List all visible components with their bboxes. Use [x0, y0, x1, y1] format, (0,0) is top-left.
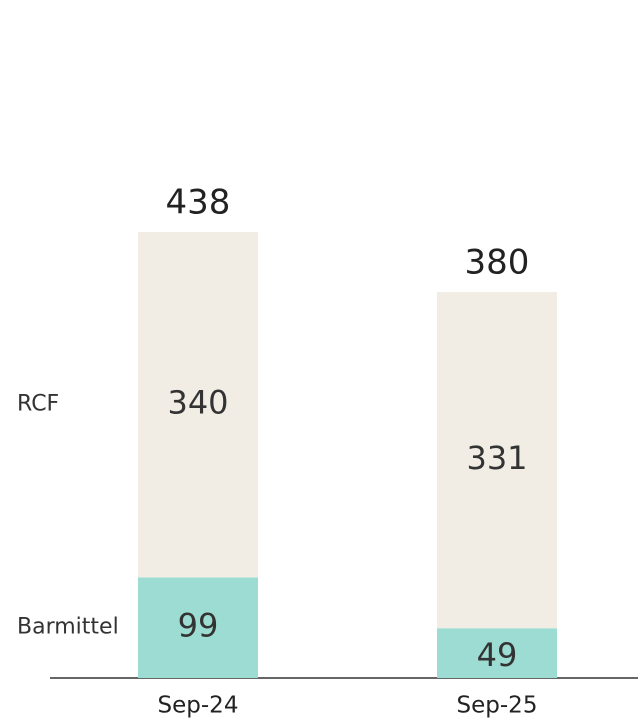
bar-segment — [138, 231, 258, 578]
x-tick-label: Sep-25 — [457, 693, 538, 719]
bar-segment — [437, 628, 557, 678]
segment-label: 340 — [167, 384, 228, 422]
total-label: 438 — [166, 182, 231, 222]
series-label: RCF — [17, 392, 59, 417]
segment-label: 331 — [466, 439, 527, 477]
segment-label: 99 — [178, 607, 219, 645]
x-tick-label: Sep-24 — [158, 693, 239, 719]
total-label: 380 — [465, 242, 530, 282]
segment-label: 49 — [477, 636, 518, 674]
bar-segment — [138, 577, 258, 678]
series-label: Barmittel — [17, 615, 119, 640]
bar-segment — [437, 291, 557, 629]
